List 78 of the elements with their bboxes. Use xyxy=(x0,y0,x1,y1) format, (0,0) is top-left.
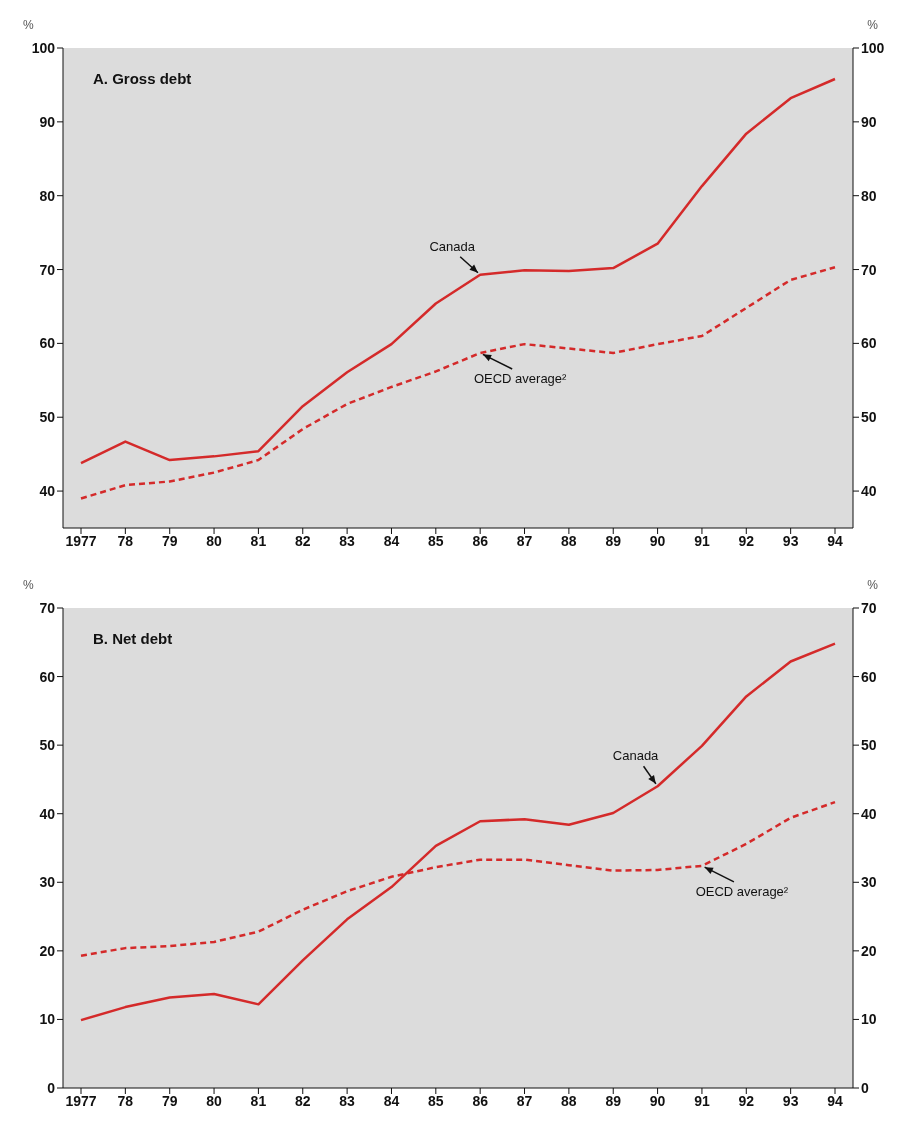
x-tick-label: 94 xyxy=(827,532,843,549)
x-tick-label: 86 xyxy=(472,532,489,549)
x-tick-label: 88 xyxy=(561,532,577,549)
y-tick-label: 20 xyxy=(39,942,56,959)
y2-tick-label: 70 xyxy=(861,261,877,278)
y-tick-label: 70 xyxy=(39,599,56,616)
x-tick-label: 89 xyxy=(605,1092,622,1109)
series-label: Canada xyxy=(429,238,476,254)
x-tick-label: 78 xyxy=(117,532,134,549)
y-tick-label: 40 xyxy=(39,483,56,500)
x-tick-label: 85 xyxy=(428,532,444,549)
y2-tick-label: 70 xyxy=(861,599,877,616)
y2-tick-label: 40 xyxy=(861,805,877,822)
y-tick-label: 10 xyxy=(39,1011,56,1028)
y2-tick-label: 60 xyxy=(861,335,877,352)
x-tick-label: 79 xyxy=(161,532,178,549)
y2-tick-label: 40 xyxy=(861,483,877,500)
y-tick-label: 60 xyxy=(39,668,56,685)
y2-tick-label: 10 xyxy=(861,1011,877,1028)
y-axis-title: % xyxy=(23,18,34,32)
y2-tick-label: 90 xyxy=(861,113,877,130)
x-tick-label: 84 xyxy=(383,1092,400,1109)
y-tick-label: 80 xyxy=(39,187,56,204)
x-tick-label: 1977 xyxy=(65,532,97,549)
y-tick-label: 50 xyxy=(39,409,56,426)
x-tick-label: 78 xyxy=(117,1092,134,1109)
y2-axis-title: % xyxy=(867,578,878,592)
x-tick-label: 92 xyxy=(738,532,755,549)
y-axis-title: % xyxy=(23,578,34,592)
y2-tick-label: 20 xyxy=(861,942,877,959)
x-tick-label: 91 xyxy=(694,1092,710,1109)
y-tick-label: 0 xyxy=(47,1079,56,1096)
x-tick-label: 81 xyxy=(250,532,267,549)
x-tick-label: 88 xyxy=(561,1092,577,1109)
x-tick-label: 91 xyxy=(694,532,710,549)
x-tick-label: 86 xyxy=(472,1092,489,1109)
y2-tick-label: 100 xyxy=(861,39,885,56)
line-series xyxy=(79,642,837,1022)
y-tick-label: 90 xyxy=(39,113,56,130)
series-label: Canada xyxy=(612,748,660,764)
y-tick-label: 60 xyxy=(39,335,56,352)
y2-tick-label: 50 xyxy=(861,737,877,754)
x-tick-label: 89 xyxy=(605,532,622,549)
x-tick-label: 92 xyxy=(738,1092,755,1109)
x-tick-label: 81 xyxy=(250,1092,267,1109)
x-tick-label: 79 xyxy=(161,1092,178,1109)
y2-tick-label: 0 xyxy=(861,1079,869,1096)
x-tick-label: 87 xyxy=(516,1092,533,1109)
y-tick-label: 40 xyxy=(39,805,56,822)
x-tick-label: 84 xyxy=(383,532,400,549)
y2-axis-title: % xyxy=(867,18,878,32)
y-tick-label: 70 xyxy=(39,261,56,278)
x-tick-label: 93 xyxy=(782,532,799,549)
y2-tick-label: 60 xyxy=(861,668,877,685)
x-tick-label: 82 xyxy=(294,1092,311,1109)
x-tick-label: 87 xyxy=(516,532,533,549)
x-tick-label: 80 xyxy=(206,1092,223,1109)
y-tick-label: 100 xyxy=(31,39,56,56)
y-tick-label: 50 xyxy=(39,737,56,754)
text: A. Gross debt xyxy=(93,70,192,87)
x-tick-label: 83 xyxy=(339,532,356,549)
x-tick-label: 94 xyxy=(827,1092,843,1109)
x-tick-label: 90 xyxy=(649,532,666,549)
x-tick-label: 1977 xyxy=(65,1092,97,1109)
series-label: OECD average² xyxy=(473,370,568,386)
y-tick-label: 30 xyxy=(39,874,56,891)
y2-tick-label: 50 xyxy=(861,409,877,426)
x-tick-label: 80 xyxy=(206,532,223,549)
x-tick-label: 90 xyxy=(649,1092,666,1109)
x-tick-label: 85 xyxy=(428,1092,444,1109)
series-label: OECD average² xyxy=(695,883,789,899)
x-tick-label: 93 xyxy=(782,1092,799,1109)
text: B. Net debt xyxy=(93,630,173,647)
y2-tick-label: 30 xyxy=(861,874,877,891)
y2-tick-label: 80 xyxy=(861,187,877,204)
x-tick-label: 82 xyxy=(294,532,311,549)
line-series xyxy=(79,266,837,500)
x-tick-label: 83 xyxy=(339,1092,356,1109)
